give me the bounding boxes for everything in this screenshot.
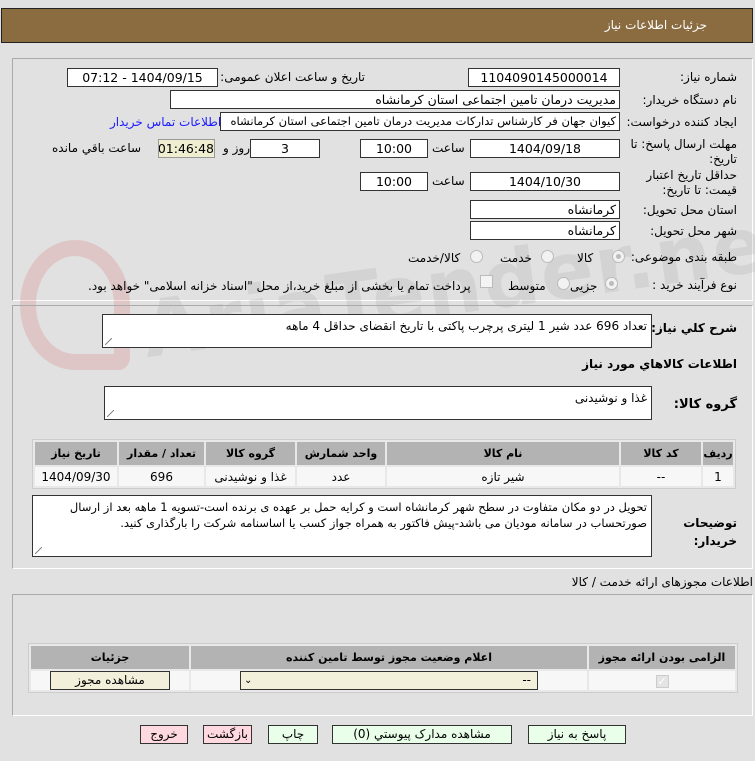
- chevron-down-icon: ⌄: [244, 675, 253, 686]
- license-status-value: --: [522, 673, 531, 687]
- need-number-field: 1104090145000014: [468, 68, 620, 87]
- validity-time-field: 10:00: [360, 172, 428, 191]
- table-row: 1 -- شیر تازه عدد غذا و نوشیدنی 696 1404…: [35, 467, 733, 486]
- license-status-select[interactable]: -- ⌄: [240, 671, 538, 690]
- table-row: ✓ -- ⌄ مشاهده مجوز: [31, 671, 735, 690]
- category-radio-both[interactable]: [470, 250, 483, 263]
- buyer-notes-textarea[interactable]: تحویل در دو مکان متفاوت در سطح شهر کرمان…: [32, 495, 652, 557]
- remaining-time-field: 01:46:48: [158, 139, 215, 158]
- col-name: نام کالا: [387, 442, 619, 465]
- category-option-service: خدمت: [500, 251, 532, 265]
- process-option-minor: جزیی: [570, 279, 598, 293]
- buyer-label: نام دستگاه خریدار:: [642, 93, 738, 107]
- days-field: 3: [250, 139, 320, 158]
- buyer-field: مدیریت درمان تامین اجتماعی استان کرمانشا…: [170, 90, 620, 109]
- category-radio-service[interactable]: [541, 250, 554, 263]
- col-unit: واحد شمارش: [297, 442, 385, 465]
- col-date: تاریخ نیاز: [35, 442, 117, 465]
- cell-name: شیر تازه: [387, 467, 619, 486]
- col-group: گروه کالا: [206, 442, 295, 465]
- city-field: کرمانشاه: [470, 221, 620, 240]
- cell-group: غذا و نوشیدنی: [206, 467, 295, 486]
- category-label: طبقه بندی موضوعی:: [630, 250, 737, 264]
- goods-info-title: اطلاعات کالاهاي مورد نیاز: [582, 357, 737, 371]
- col-status: اعلام وضعیت مجوز توسط تامین کننده: [191, 646, 587, 669]
- need-number-label: شماره نیاز:: [680, 70, 737, 84]
- deadline-date-field: 1404/09/18: [470, 139, 620, 158]
- deadline-time-field: 10:00: [360, 139, 428, 158]
- reply-button[interactable]: پاسخ به نیاز: [528, 725, 626, 744]
- cell-quantity: 696: [119, 467, 204, 486]
- process-radio-medium[interactable]: [557, 277, 570, 290]
- required-checkbox[interactable]: ✓: [655, 674, 669, 688]
- province-label: استان محل تحویل:: [642, 203, 737, 217]
- days-label: روز و: [223, 141, 250, 155]
- buyer-contact-link[interactable]: اطلاعات تماس خریدار: [110, 115, 222, 129]
- licenses-table-header: الزامی بودن ارائه مجوز اعلام وضعیت مجوز …: [31, 646, 735, 669]
- cell-date: 1404/09/30: [35, 467, 117, 486]
- remaining-label: ساعت باقي مانده: [52, 141, 142, 155]
- col-required: الزامی بودن ارائه مجوز: [589, 646, 735, 669]
- summary-label: شرح کلي نیاز:: [651, 321, 737, 335]
- licenses-table: الزامی بودن ارائه مجوز اعلام وضعیت مجوز …: [28, 643, 738, 693]
- goods-table-header: ردیف کد کالا نام کالا واحد شمارش گروه کا…: [35, 442, 733, 465]
- print-button[interactable]: چاپ: [268, 725, 318, 744]
- exit-button[interactable]: خروج: [140, 725, 188, 744]
- page-title: جزئیات اطلاعات نیاز: [604, 18, 707, 32]
- process-label: نوع فرآیند خرید :: [652, 278, 737, 292]
- treasury-checkbox[interactable]: [480, 275, 493, 288]
- goods-table: ردیف کد کالا نام کالا واحد شمارش گروه کا…: [32, 439, 736, 489]
- col-quantity: تعداد / مقدار: [119, 442, 204, 465]
- process-option-medium: متوسط: [508, 279, 546, 293]
- group-label: گروه کالا:: [673, 397, 737, 412]
- licenses-title: اطلاعات مجوزهای ارائه خدمت / کالا: [571, 575, 753, 589]
- buyer-notes-label: توضیحات خریدار:: [683, 516, 737, 548]
- page-header: جزئیات اطلاعات نیاز: [1, 8, 753, 43]
- creator-field: کیوان جهان فر کارشناس تدارکات مدیریت درم…: [220, 112, 620, 131]
- deadline-label: مهلت ارسال پاسخ: تا تاریخ:: [630, 137, 737, 166]
- province-field: کرمانشاه: [470, 200, 620, 219]
- summary-textarea[interactable]: تعداد 696 عدد شیر 1 لیتری پرچرب پاکتی با…: [102, 314, 652, 348]
- validity-time-label: ساعت: [432, 174, 465, 188]
- details-panel: [12, 305, 753, 569]
- cell-code: --: [621, 467, 701, 486]
- col-details: جزئیات: [31, 646, 189, 669]
- treasury-note: پرداخت تمام یا بخشی از مبلغ خرید،از محل …: [88, 279, 471, 293]
- category-option-goods: کالا: [577, 251, 594, 265]
- announce-date-field: 1404/09/15 - 07:12: [67, 68, 218, 87]
- process-radio-minor[interactable]: [605, 277, 618, 290]
- announce-label: تاریخ و ساعت اعلان عمومی:: [220, 70, 365, 84]
- creator-label: ایجاد کننده درخواست:: [626, 115, 737, 129]
- back-button[interactable]: بازگشت: [203, 725, 252, 744]
- city-label: شهر محل تحویل:: [650, 224, 737, 238]
- col-row: ردیف: [703, 442, 733, 465]
- view-license-button[interactable]: مشاهده مجوز: [50, 671, 170, 690]
- need-info-panel: [12, 58, 753, 301]
- cell-row: 1: [703, 467, 733, 486]
- validity-label: حداقل تاریخ اعتبار قیمت: تا تاریخ:: [646, 168, 737, 197]
- col-code: کد کالا: [621, 442, 701, 465]
- licenses-panel: [12, 594, 753, 716]
- deadline-time-label: ساعت: [432, 141, 465, 155]
- category-radio-goods[interactable]: [612, 250, 625, 263]
- attachments-button[interactable]: مشاهده مدارک پیوستي (0): [332, 725, 512, 744]
- group-textarea[interactable]: غذا و نوشیدنی: [104, 386, 652, 420]
- cell-unit: عدد: [297, 467, 385, 486]
- validity-date-field: 1404/10/30: [470, 172, 620, 191]
- category-option-both: کالا/خدمت: [408, 251, 461, 265]
